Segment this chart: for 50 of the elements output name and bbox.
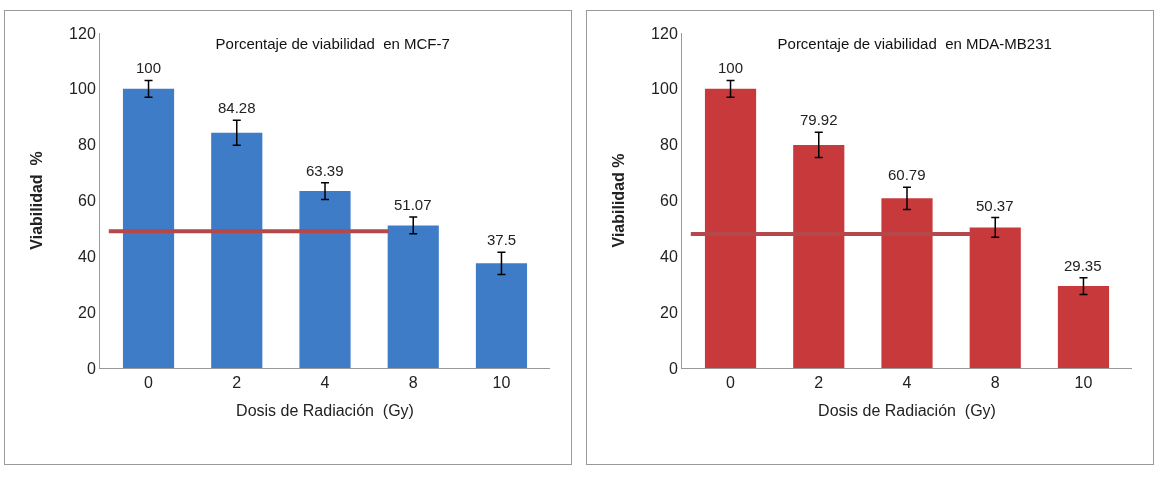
chart-title: Porcentaje de viabilidad en MDA-MB231 xyxy=(777,34,1052,52)
y-tick-label: 20 xyxy=(78,303,96,321)
y-tick-label: 80 xyxy=(660,136,678,154)
x-tick-label: 2 xyxy=(232,374,242,392)
y-tick-label: 0 xyxy=(668,359,678,377)
x-tick-label: 8 xyxy=(990,374,1000,392)
x-tick-label: 0 xyxy=(726,374,736,392)
chart-title: Porcentaje de viabilidad en MCF-7 xyxy=(215,34,450,52)
data-label: 84.28 xyxy=(218,99,256,116)
x-tick-label: 4 xyxy=(902,374,912,392)
y-tick-label: 80 xyxy=(78,136,96,154)
x-tick-label: 10 xyxy=(1074,374,1093,392)
data-label: 60.79 xyxy=(888,166,926,183)
y-axis-title: Viabilidad % xyxy=(28,151,45,250)
y-tick-label: 0 xyxy=(86,359,96,377)
y-axis-title: Viabilidad % xyxy=(610,153,627,248)
data-label: 79.92 xyxy=(800,111,838,128)
bar xyxy=(881,198,933,368)
bar xyxy=(211,132,263,368)
bar xyxy=(704,88,757,368)
x-tick-label: 4 xyxy=(320,374,330,392)
y-tick-label: 60 xyxy=(660,192,678,210)
x-axis-title: Dosis de Radiación (Gy) xyxy=(818,401,996,419)
bar xyxy=(299,191,351,368)
y-tick-label: 40 xyxy=(78,247,96,265)
x-tick-label: 0 xyxy=(144,374,154,392)
data-label: 50.37 xyxy=(976,197,1014,214)
y-tick-label: 60 xyxy=(78,192,96,210)
bar xyxy=(387,225,439,368)
bar xyxy=(793,144,845,368)
y-tick-label: 20 xyxy=(660,303,678,321)
bar xyxy=(122,88,175,368)
x-axis-title: Dosis de Radiación (Gy) xyxy=(236,401,414,419)
y-tick-label: 120 xyxy=(651,24,678,42)
data-label: 51.07 xyxy=(394,196,432,213)
y-tick-label: 40 xyxy=(660,247,678,265)
x-tick-label: 8 xyxy=(408,374,418,392)
data-label: 100 xyxy=(718,59,744,76)
data-label: 63.39 xyxy=(306,162,344,179)
data-label: 100 xyxy=(136,59,162,76)
y-tick-label: 100 xyxy=(69,80,96,98)
data-label: 29.35 xyxy=(1064,257,1102,274)
bar xyxy=(1057,286,1110,368)
x-tick-label: 10 xyxy=(492,374,511,392)
data-label: 37.5 xyxy=(487,231,517,248)
y-tick-label: 120 xyxy=(69,24,96,42)
bar xyxy=(969,227,1021,368)
x-tick-label: 2 xyxy=(814,374,824,392)
bar xyxy=(475,263,528,368)
y-tick-label: 100 xyxy=(651,80,678,98)
